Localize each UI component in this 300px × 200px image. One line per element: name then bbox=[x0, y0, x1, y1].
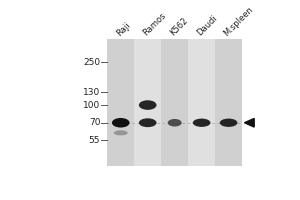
Ellipse shape bbox=[139, 100, 157, 110]
Text: 100: 100 bbox=[83, 101, 100, 110]
Ellipse shape bbox=[114, 130, 128, 135]
Bar bbox=[188, 39, 215, 166]
Text: Daudi: Daudi bbox=[195, 14, 219, 38]
Text: M.spleen: M.spleen bbox=[222, 5, 255, 38]
Text: Raji: Raji bbox=[114, 20, 132, 38]
Polygon shape bbox=[244, 118, 254, 127]
Text: 55: 55 bbox=[89, 136, 100, 145]
Ellipse shape bbox=[220, 119, 238, 127]
Ellipse shape bbox=[112, 118, 130, 128]
Ellipse shape bbox=[168, 119, 182, 127]
Ellipse shape bbox=[193, 119, 211, 127]
Ellipse shape bbox=[139, 118, 157, 127]
Text: 250: 250 bbox=[83, 58, 100, 67]
Bar bbox=[215, 39, 242, 166]
Text: 70: 70 bbox=[89, 118, 100, 127]
Text: 130: 130 bbox=[83, 88, 100, 97]
Bar bbox=[134, 39, 161, 166]
Bar bbox=[107, 39, 242, 166]
Bar bbox=[107, 39, 134, 166]
Text: Ramos: Ramos bbox=[141, 11, 168, 38]
Bar bbox=[161, 39, 188, 166]
Text: K562: K562 bbox=[168, 16, 190, 38]
